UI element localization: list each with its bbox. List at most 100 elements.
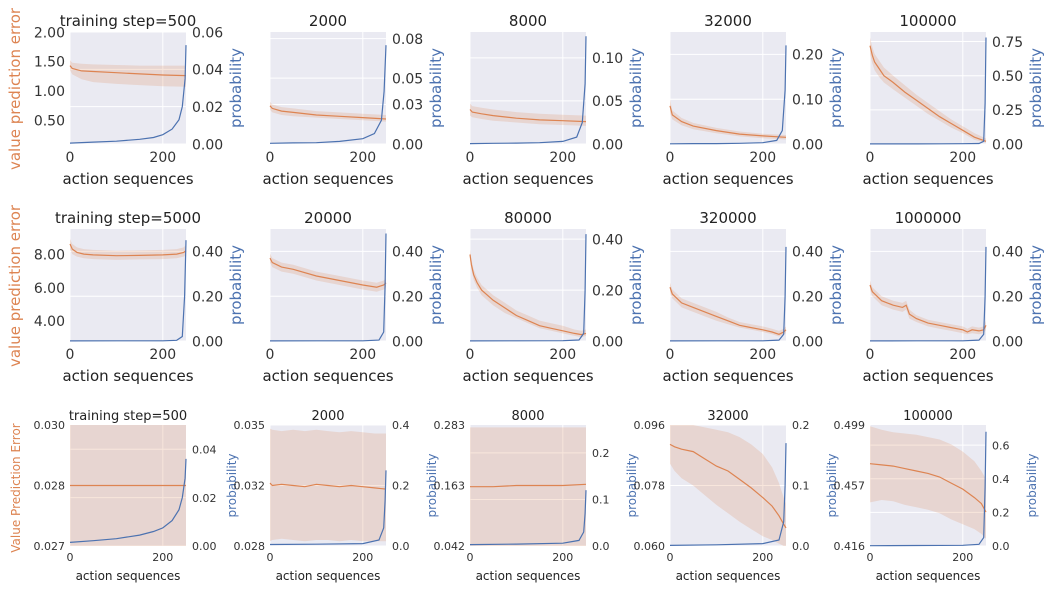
x-tick-label: 0 — [466, 150, 475, 166]
y-tick-label: 4.00 — [34, 314, 65, 330]
panel-title: 32000 — [704, 12, 752, 30]
x-tick-label: 200 — [149, 150, 176, 166]
y2-axis-label: probability — [825, 453, 839, 517]
panel-9: 320000 0 200 action sequences 0.00 0.20 0.40 pr… — [662, 209, 845, 385]
y-tick-label: 0.027 — [34, 540, 66, 553]
x-axis-label: action sequences — [662, 367, 793, 385]
x-tick-label: 200 — [349, 347, 376, 363]
y2-axis-label: probability — [225, 453, 239, 517]
x-axis-label: action sequences — [862, 170, 993, 188]
y2-axis-label: probability — [1027, 245, 1045, 325]
x-axis-label: action sequences — [462, 170, 593, 188]
probability-line — [269, 45, 387, 144]
panel-7: 20000 0 200 action sequences 0.00 0.20 0.40 pro… — [262, 209, 445, 385]
error-line — [869, 284, 987, 333]
y2-axis-label: probability — [1027, 48, 1045, 128]
panel-6: training step=5000 0 200 action sequences 4.… — [34, 209, 245, 385]
y2-tick-label: 0.10 — [792, 92, 823, 108]
row-ylabel-text: value prediction error — [6, 7, 24, 170]
x-axis-label: action sequences — [62, 170, 193, 188]
plot-area — [470, 32, 586, 144]
probability-line — [669, 443, 787, 546]
panel-4: 32000 0 200 action sequences 0.00 0.10 0.20 pro… — [662, 12, 845, 188]
y-tick-label: 0.030 — [34, 419, 66, 432]
x-tick-label: 0 — [666, 150, 675, 166]
panel-title: 2000 — [311, 409, 344, 424]
x-tick-label: 0 — [67, 551, 74, 564]
probability-line — [469, 234, 587, 342]
probability-line — [669, 45, 787, 145]
plot-area — [870, 32, 986, 144]
y2-tick-label: 0.20 — [392, 289, 423, 305]
plot-area — [270, 32, 386, 144]
y-tick-label: 6.00 — [34, 281, 65, 297]
y2-tick-label: 0.04 — [192, 443, 217, 456]
y2-tick-label: 0.4 — [392, 419, 410, 432]
error-line — [669, 287, 787, 335]
x-tick-label: 200 — [149, 347, 176, 363]
panel-13: 8000 0 200 action sequences 0.042 0.163 0.283 0… — [434, 409, 640, 583]
x-tick-label: 200 — [552, 551, 573, 564]
y2-tick-label: 0.2 — [992, 507, 1010, 520]
x-axis-label: action sequences — [476, 569, 581, 583]
y2-tick-label: 0.2 — [792, 419, 810, 432]
error-line — [469, 109, 587, 123]
error-line — [869, 463, 987, 513]
y2-tick-label: 0.40 — [992, 245, 1023, 261]
plot-area — [870, 229, 986, 341]
panel-10: 1000000 0 200 action sequences 0.00 0.20 0.40 p… — [862, 209, 1045, 385]
probability-line — [469, 36, 587, 145]
panel-5: 100000 0 200 action sequences 0.00 0.25 0.50 0.… — [862, 12, 1045, 188]
y2-tick-label: 0.20 — [592, 283, 623, 299]
y2-tick-label: 0.40 — [392, 245, 423, 261]
y2-tick-label: 0.20 — [992, 289, 1023, 305]
y2-tick-label: 0.08 — [392, 32, 423, 48]
y2-tick-label: 0.00 — [192, 137, 223, 153]
probability-line — [69, 45, 187, 144]
y2-tick-label: 0.40 — [792, 245, 823, 261]
x-tick-label: 0 — [866, 150, 875, 166]
panel-title: training step=500 — [69, 409, 187, 424]
row-ylabel-text: Value Prediction Error — [9, 423, 23, 553]
x-axis-label: action sequences — [262, 367, 393, 385]
y-tick-label: 0.028 — [34, 480, 66, 493]
panel-title: 100000 — [899, 12, 956, 30]
x-tick-label: 0 — [667, 551, 674, 564]
y2-tick-label: 0.1 — [792, 480, 810, 493]
x-tick-label: 200 — [549, 347, 576, 363]
y2-tick-label: 0.02 — [192, 492, 217, 505]
panel-12: 2000 0 200 action sequences 0.028 0.032 0.035 0… — [234, 409, 440, 583]
x-tick-label: 200 — [952, 551, 973, 564]
x-tick-label: 0 — [267, 551, 274, 564]
y2-tick-label: 0.00 — [392, 137, 423, 153]
error-line — [669, 105, 787, 138]
y2-tick-label: 0.00 — [392, 334, 423, 350]
x-tick-label: 200 — [949, 150, 976, 166]
row-ylabel-3: Value Prediction Error — [9, 423, 23, 553]
y2-tick-label: 0.2 — [592, 447, 610, 460]
plot-area — [70, 32, 186, 144]
probability-line — [269, 233, 387, 342]
y-tick-label: 0.096 — [634, 419, 666, 432]
x-tick-label: 0 — [266, 150, 275, 166]
x-tick-label: 0 — [867, 551, 874, 564]
y2-tick-label: 0.00 — [592, 334, 623, 350]
y2-axis-label: probability — [627, 48, 645, 128]
error-line — [469, 254, 587, 336]
y2-axis-label: probability — [1025, 453, 1039, 517]
y2-tick-label: 0.0 — [792, 540, 810, 553]
error-line — [269, 105, 387, 120]
y-tick-label: 8.00 — [34, 247, 65, 263]
x-tick-label: 200 — [549, 150, 576, 166]
panel-11: training step=500 0 200 action sequences 0.0… — [34, 409, 240, 583]
y2-tick-label: 0.05 — [592, 94, 623, 110]
x-tick-label: 200 — [349, 150, 376, 166]
panel-1: training step=500 0 200 action sequences 0.5… — [34, 12, 245, 188]
error-band — [670, 99, 786, 140]
panel-title: 32000 — [707, 409, 748, 424]
x-tick-label: 200 — [152, 551, 173, 564]
probability-line — [669, 246, 787, 342]
y2-axis-label: probability — [227, 48, 245, 128]
y2-tick-label: 0.4 — [992, 473, 1010, 486]
panel-title: 8000 — [509, 12, 547, 30]
